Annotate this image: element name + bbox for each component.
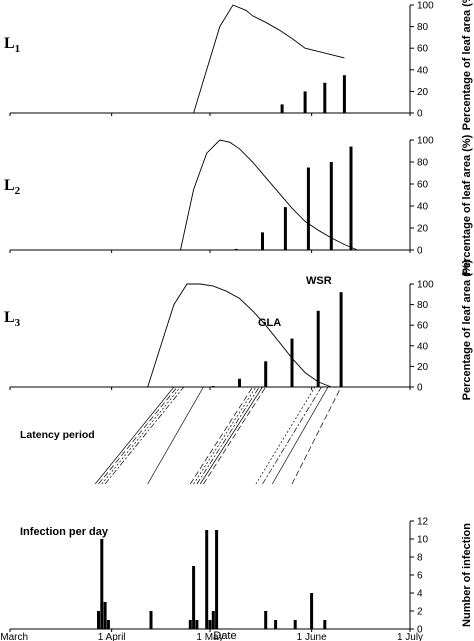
panel-2-bar-3 [290, 338, 294, 387]
infection-bar-5 [188, 620, 192, 629]
latency-line-8 [199, 386, 263, 485]
infection-ytick-label-2: 4 [417, 589, 423, 600]
infection-ytick-label-4: 8 [417, 553, 423, 564]
latency-line-6 [193, 386, 257, 485]
panel-2-ytick-label-1: 20 [417, 362, 429, 373]
panel-1-ytick-label-3: 60 [417, 180, 429, 191]
infection-ytick-label-6: 12 [417, 517, 429, 528]
panel-1-gla-curve [180, 139, 358, 251]
infection-per-day-label: Infection per day [20, 526, 109, 538]
panel-0-ytick-label-4: 80 [417, 22, 429, 33]
latency-line-7 [196, 386, 260, 485]
infection-ylabel: Number of infection [461, 523, 473, 627]
infection-bar-14 [293, 620, 297, 629]
infection-bar-12 [264, 611, 268, 629]
panel-1-label-subscript: 2 [15, 185, 21, 197]
latency-line-9 [203, 386, 266, 485]
panel-1-ytick-label-4: 80 [417, 158, 429, 169]
latency-line-3 [104, 386, 185, 485]
latency-line-13 [291, 386, 342, 485]
panel-0-ylabel: Percentage of leaf area (%) [461, 0, 473, 130]
panel-0-bar-2 [323, 82, 327, 113]
panel-0-ytick-label-0: 0 [417, 109, 423, 120]
infection-ytick-label-3: 6 [417, 571, 423, 582]
panel-0-ytick-label-2: 40 [417, 65, 429, 76]
panel-0-label-subscript: 1 [15, 43, 21, 55]
panel-2-ytick-label-0: 0 [417, 383, 423, 394]
xtick-label-0: 1 March [0, 632, 28, 641]
infection-bar-9 [208, 620, 212, 629]
panel-1-ytick-label-0: 0 [417, 246, 423, 257]
panel-1-label: L2 [4, 177, 21, 197]
infection-bar-1 [100, 539, 104, 629]
panel-0-ytick-label-5: 100 [417, 1, 434, 12]
panel-1-bar-3 [306, 167, 310, 250]
latency-line-2 [101, 386, 181, 485]
panel-2-bar-0 [211, 386, 215, 387]
panel-1-ytick-label-5: 100 [417, 136, 434, 147]
latency-line-11 [262, 386, 322, 485]
panel-0-ytick-label-3: 60 [417, 44, 429, 55]
panel-0-bar-0 [280, 104, 284, 113]
panel-1-bar-1 [261, 232, 264, 250]
xtick-label-2: 1 May [196, 632, 223, 641]
panel-1-bar-2 [283, 207, 287, 250]
infection-ytick-label-1: 2 [417, 607, 423, 618]
panel-2-ytick-label-3: 60 [417, 321, 429, 332]
latency-line-12 [271, 386, 329, 485]
panel-2-label-subscript: 3 [15, 317, 21, 329]
latency-line-10 [255, 386, 316, 485]
infection-bar-8 [205, 530, 209, 629]
infection-ytick-label-0: 0 [417, 625, 423, 636]
infection-bar-7 [195, 620, 199, 629]
infection-bar-6 [192, 566, 196, 629]
infection-bar-16 [323, 620, 327, 629]
annotation-gla: GLA [258, 317, 281, 329]
infection-bar-15 [310, 593, 314, 629]
x-axis-title: Date [213, 630, 236, 641]
panel-0-gla-curve [193, 4, 345, 114]
xtick-label-4: 1 July [397, 632, 423, 641]
panel-2-ytick-label-4: 80 [417, 300, 429, 311]
panel-2-ytick-label-2: 40 [417, 341, 429, 352]
infection-bar-11 [215, 530, 219, 629]
latency-period-label: Latency period [20, 429, 95, 441]
infection-bar-13 [274, 620, 278, 629]
panel-1-ylabel: Percentage of leaf area (%) [461, 134, 473, 275]
panel-0-ytick-label-1: 20 [417, 87, 429, 98]
infection-bar-4 [149, 611, 153, 629]
infection-bar-0 [97, 611, 100, 629]
panel-2-gla-curve [147, 283, 332, 388]
panel-2-ytick-label-5: 100 [417, 280, 434, 291]
panel-0-label: L1 [4, 35, 20, 55]
panel-2-label: L3 [4, 309, 21, 329]
panel-0-bar-3 [342, 75, 346, 113]
infection-bar-10 [211, 611, 215, 629]
infection-bar-2 [103, 602, 107, 629]
latency-line-4 [147, 386, 204, 485]
infection-ytick-label-5: 10 [417, 535, 429, 546]
panel-1-bar-4 [329, 162, 333, 250]
panel-1-ytick-label-2: 40 [417, 202, 429, 213]
panel-2-bar-1 [238, 378, 241, 387]
panel-2-ylabel: Percentage of leaf area (%) [461, 259, 473, 400]
infection-bar-3 [106, 620, 110, 629]
panel-2-bar-5 [339, 292, 343, 387]
latency-line-1 [98, 386, 178, 485]
panel-1-ytick-label-1: 20 [417, 224, 429, 235]
panel-2-bar-2 [264, 361, 268, 388]
latency-line-5 [190, 386, 253, 485]
xtick-label-3: 1 June [297, 632, 327, 641]
panel-1-bar-0 [234, 248, 238, 250]
xtick-label-1: 1 April [98, 632, 126, 641]
panel-2-bar-4 [316, 310, 320, 387]
latency-line-0 [94, 386, 175, 485]
annotation-wsr: WSR [306, 275, 332, 287]
panel-0-bar-1 [303, 91, 307, 113]
panel-1-bar-5 [349, 146, 353, 250]
